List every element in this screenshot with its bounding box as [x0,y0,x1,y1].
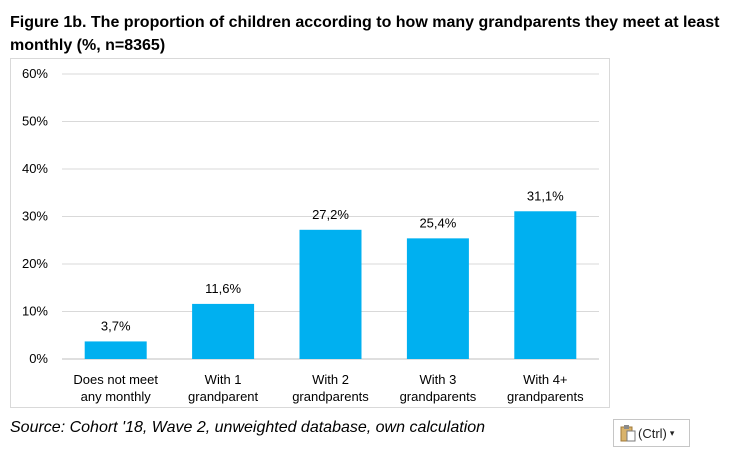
y-tick-label: 30% [22,209,48,224]
x-tick-label: With 4+ grandparents [507,372,584,404]
bar [84,341,147,359]
x-tick-label: With 2 grandparents [292,372,369,404]
x-tick-label: With 1 grandparent [188,372,258,404]
y-tick-label: 60% [22,66,48,81]
paste-options-label: (Ctrl) [638,425,667,441]
bars [84,211,577,359]
paste-options-button[interactable]: (Ctrl) ▾ [613,419,690,447]
y-tick-label: 10% [22,304,48,319]
data-label: 3,7% [101,318,131,333]
bar [299,229,362,359]
bar [192,303,255,359]
y-tick-label: 0% [29,351,48,366]
data-label: 11,6% [205,281,241,296]
chevron-down-icon: ▾ [669,427,675,438]
chart-area: 0% 10% 20% 30% 40% 50% 60% 3,7% 11,6% 27,2% 25,4%… [10,58,610,408]
data-label: 31,1% [527,188,564,203]
x-tick-label: Does not meet any monthly [73,372,158,404]
x-axis-labels: Does not meet any monthly With 1 grandparen… [73,372,584,404]
bar [514,211,577,359]
figure-title: Figure 1b. The proportion of children ac… [10,14,720,54]
y-tick-label: 20% [22,256,48,271]
data-labels: 3,7% 11,6% 27,2% 25,4% 31,1% [101,188,564,333]
y-tick-label: 50% [22,114,48,129]
data-label: 25,4% [419,215,456,230]
x-tick-label: With 3 grandparents [400,372,477,404]
clipboard-icon [620,424,636,442]
bar [406,238,469,359]
y-axis-ticks: 0% 10% 20% 30% 40% 50% 60% [22,66,48,366]
source-note: Source: Cohort '18, Wave 2, unweighted d… [10,419,486,436]
y-tick-label: 40% [22,161,48,176]
bar-chart: 0% 10% 20% 30% 40% 50% 60% 3,7% 11,6% 27,2% 25,4%… [22,66,599,404]
data-label: 27,2% [312,207,349,222]
